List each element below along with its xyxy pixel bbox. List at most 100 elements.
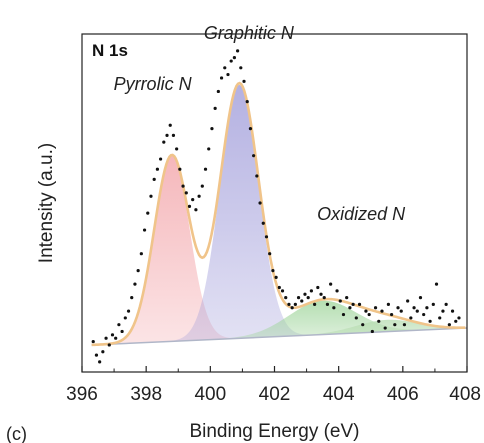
data-point — [175, 147, 179, 151]
data-point — [293, 302, 297, 306]
data-point — [107, 343, 111, 347]
data-point — [226, 72, 230, 77]
data-point — [152, 177, 156, 181]
data-point — [136, 269, 140, 273]
data-point — [367, 312, 371, 317]
data-point — [155, 167, 159, 171]
data-point — [434, 282, 439, 286]
annotation-graphitic: Graphitic N — [204, 23, 295, 43]
data-point — [248, 127, 253, 131]
data-point — [425, 306, 429, 310]
data-points-layer — [91, 49, 461, 364]
data-point — [386, 302, 390, 306]
data-point — [203, 167, 208, 171]
annotation-pyrrolic: Pyrrolic N — [114, 74, 193, 94]
data-point — [114, 336, 118, 340]
data-point — [258, 201, 262, 205]
baseline-line — [91, 327, 468, 346]
x-tick-label: 396 — [66, 384, 98, 405]
data-point — [428, 319, 432, 323]
data-point — [361, 323, 365, 327]
data-point — [123, 316, 127, 320]
data-point — [390, 312, 394, 317]
data-point — [406, 299, 410, 303]
data-point — [120, 329, 124, 334]
data-point — [316, 285, 320, 290]
data-point — [146, 211, 150, 215]
data-point — [454, 319, 458, 323]
data-point — [351, 302, 355, 306]
data-point — [232, 56, 236, 60]
data-point — [219, 76, 224, 80]
data-point — [229, 59, 233, 63]
x-axis-title: Binding Energy (eV) — [189, 421, 359, 442]
data-point — [329, 282, 333, 286]
data-point — [290, 306, 294, 310]
data-point — [345, 296, 349, 300]
data-point — [133, 282, 137, 286]
data-point — [409, 316, 413, 320]
data-point — [284, 296, 288, 300]
data-point — [422, 312, 426, 317]
envelope-line — [91, 81, 466, 347]
data-point — [91, 339, 95, 344]
data-point — [239, 66, 243, 70]
data-point — [418, 296, 423, 300]
data-point — [181, 184, 185, 188]
data-point — [216, 89, 220, 94]
data-point — [303, 292, 307, 296]
data-point — [364, 309, 368, 313]
data-point — [236, 49, 240, 53]
data-point — [94, 353, 99, 357]
data-point — [200, 184, 204, 188]
data-point — [104, 336, 108, 340]
data-point — [187, 204, 192, 208]
data-point — [159, 157, 163, 161]
data-point — [441, 309, 445, 313]
data-point — [457, 316, 461, 320]
data-point — [264, 235, 269, 239]
x-tick-labels-layer: 396 398 400 402 404 406 408 — [66, 384, 481, 405]
data-point — [252, 154, 256, 158]
data-point — [207, 147, 211, 151]
data-point — [338, 299, 342, 303]
data-point — [306, 296, 310, 300]
x-tick-label: 404 — [323, 384, 355, 405]
data-point — [377, 319, 381, 323]
data-point — [370, 329, 374, 334]
data-point — [438, 316, 442, 320]
data-point — [415, 309, 419, 313]
data-point — [309, 289, 313, 293]
data-point — [431, 302, 435, 306]
data-point — [319, 292, 323, 296]
data-point — [194, 208, 198, 212]
data-point — [101, 350, 105, 354]
y-axis-title: Intensity (a.u.) — [36, 143, 57, 263]
x-tick-label: 400 — [194, 384, 226, 405]
data-point — [380, 309, 384, 313]
data-point — [117, 323, 121, 327]
annotation-oxidized: Oxidized N — [317, 204, 406, 224]
data-point — [373, 306, 378, 310]
data-point — [313, 302, 317, 306]
data-point — [396, 306, 400, 310]
x-ticks-layer — [81, 366, 468, 372]
data-point — [354, 316, 358, 320]
data-point — [98, 360, 102, 364]
data-point — [274, 275, 278, 279]
data-point — [341, 312, 346, 317]
data-point — [348, 306, 352, 310]
data-point — [450, 309, 455, 313]
data-point — [168, 123, 172, 127]
data-point — [325, 302, 330, 306]
data-point — [162, 140, 166, 144]
data-point — [335, 289, 339, 293]
data-point — [412, 306, 416, 310]
data-point — [171, 133, 176, 137]
panel-title: N 1s — [92, 41, 128, 60]
data-point — [332, 306, 336, 310]
panel-label: (c) — [6, 424, 27, 443]
component-fill-oxidized-n-satellite — [91, 319, 466, 345]
data-point — [271, 269, 275, 273]
